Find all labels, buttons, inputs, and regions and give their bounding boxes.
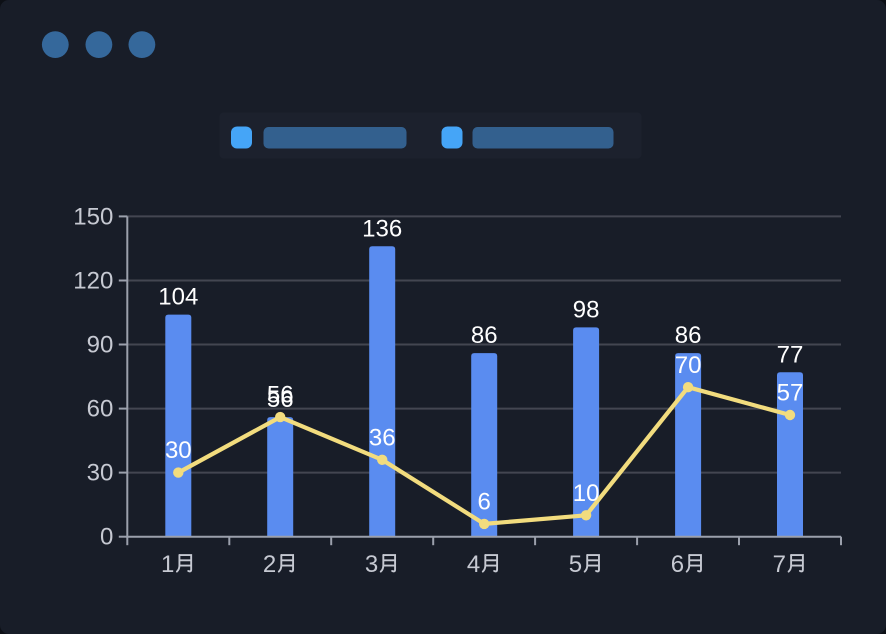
- svg-text:77: 77: [777, 341, 804, 368]
- svg-text:6: 6: [478, 489, 491, 516]
- svg-text:30: 30: [87, 460, 114, 487]
- svg-text:7: 7: [773, 551, 786, 578]
- svg-text:3: 3: [365, 551, 378, 578]
- svg-text:0: 0: [100, 524, 113, 551]
- svg-text:4: 4: [467, 551, 480, 578]
- svg-text:90: 90: [87, 332, 114, 359]
- svg-text:60: 60: [87, 396, 114, 423]
- svg-text:98: 98: [573, 296, 600, 323]
- svg-text:120: 120: [73, 268, 113, 295]
- svg-text:56: 56: [267, 382, 294, 409]
- svg-text:6: 6: [671, 551, 684, 578]
- svg-text:1: 1: [161, 551, 174, 578]
- svg-text:30: 30: [165, 437, 192, 464]
- svg-text:56: 56: [267, 386, 294, 413]
- svg-text:70: 70: [675, 352, 702, 379]
- svg-text:150: 150: [73, 203, 113, 230]
- svg-text:5: 5: [569, 551, 582, 578]
- svg-text:104: 104: [158, 284, 198, 311]
- svg-text:2: 2: [263, 551, 276, 578]
- svg-text:86: 86: [675, 322, 702, 349]
- svg-text:36: 36: [369, 424, 396, 451]
- svg-text:57: 57: [777, 380, 804, 407]
- svg-text:136: 136: [362, 215, 402, 242]
- svg-text:86: 86: [471, 322, 498, 349]
- svg-text:10: 10: [573, 480, 600, 507]
